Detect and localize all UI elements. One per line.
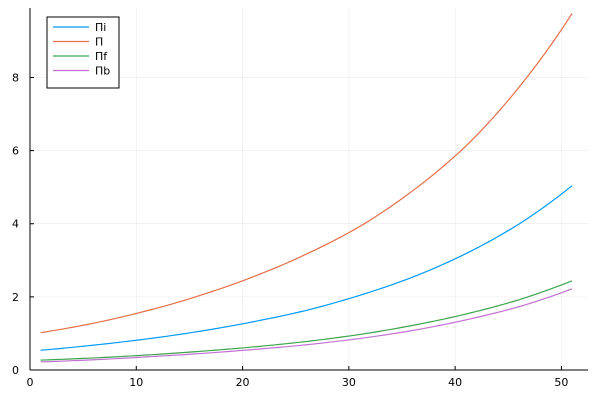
x-tick-label: 30 (342, 376, 356, 389)
y-tick-label: 2 (12, 291, 19, 304)
x-tick-label: 10 (129, 376, 143, 389)
legend-box (46, 16, 120, 89)
x-tick-label: 20 (236, 376, 250, 389)
x-tick-label: 0 (27, 376, 34, 389)
legend-label-4: Πb (95, 65, 110, 78)
y-tick-label: 6 (12, 145, 19, 158)
y-tick-label: 0 (12, 364, 19, 377)
series-lines (40, 13, 573, 363)
legend-label-3: Πf (95, 50, 108, 63)
x-tick-label: 50 (554, 376, 568, 389)
series-line-2 (40, 13, 573, 334)
y-tick-label: 8 (12, 71, 19, 84)
legend-label-2: Π (95, 36, 103, 49)
x-tick-label: 40 (448, 376, 462, 389)
x-ticks: 0 10 20 30 40 50 (27, 366, 568, 389)
y-tick-label: 4 (12, 218, 19, 231)
series-line-3 (40, 280, 573, 361)
y-ticks: 0 2 4 6 8 (12, 71, 34, 377)
series-line-1 (40, 185, 573, 351)
series-line-4 (40, 288, 573, 363)
legend-label-1: Πi (95, 21, 106, 34)
axes (29, 8, 588, 371)
legend: Πi ΠΠf Πb (46, 16, 120, 89)
